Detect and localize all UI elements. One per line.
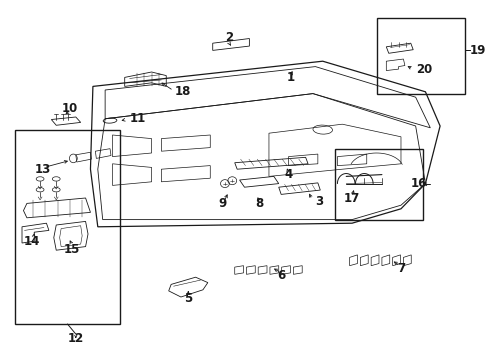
Bar [376,18,464,94]
Text: 2: 2 [224,31,232,44]
Text: 15: 15 [64,243,81,256]
Text: 8: 8 [255,197,263,210]
Text: 4: 4 [284,168,292,181]
Text: 12: 12 [67,332,84,345]
Text: 20: 20 [415,63,431,76]
Text: 3: 3 [315,195,323,208]
Text: 14: 14 [23,235,40,248]
Text: 17: 17 [343,192,360,205]
Text: 18: 18 [175,85,191,98]
Text: 13: 13 [35,163,51,176]
Text: 1: 1 [286,71,294,84]
Text: 11: 11 [129,112,145,125]
Bar [334,149,422,220]
Text: 5: 5 [184,292,192,305]
Bar [15,130,120,324]
Text: 19: 19 [468,44,485,57]
Text: 9: 9 [218,197,226,210]
Text: 6: 6 [277,269,285,282]
Text: 7: 7 [396,262,404,275]
Text: 16: 16 [410,177,426,190]
Text: 10: 10 [61,102,78,114]
